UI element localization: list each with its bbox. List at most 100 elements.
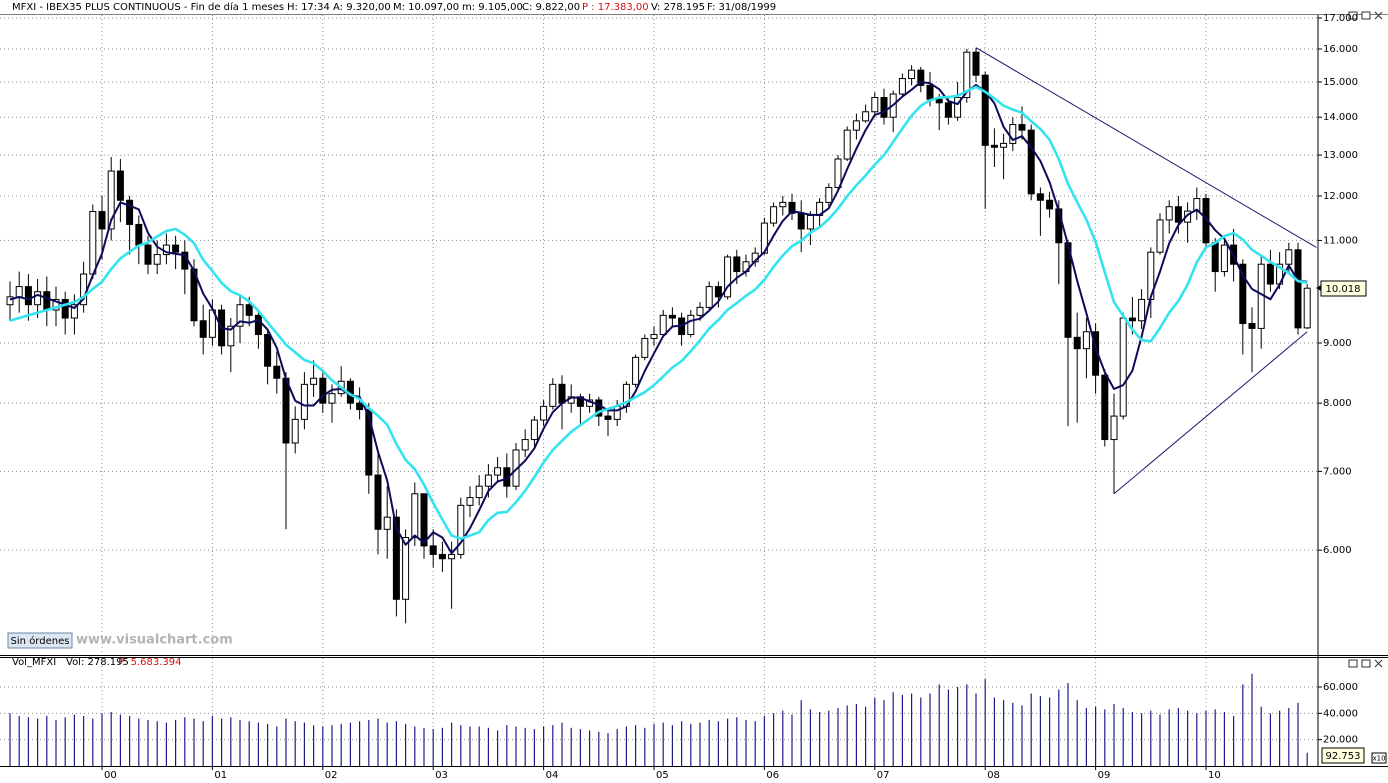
candle-body [1101, 374, 1109, 441]
candle-body [1165, 206, 1173, 221]
candle-body [1248, 322, 1256, 329]
minimize-button[interactable] [1348, 11, 1358, 20]
candle-body [908, 69, 916, 80]
last-volume-label: 92.753 [1326, 751, 1361, 762]
close-button[interactable] [1374, 659, 1383, 668]
candle-body [935, 98, 943, 104]
close-button[interactable] [1374, 11, 1383, 20]
candle-body [15, 286, 23, 298]
candle-body [411, 493, 419, 539]
candle-body [1266, 263, 1274, 285]
candle-body [1128, 317, 1136, 322]
candle-body [1018, 124, 1026, 131]
y-tick-label: 12.000 [1323, 191, 1358, 202]
candle-body [1156, 219, 1164, 253]
candle-body [659, 314, 667, 336]
candle-body [1138, 298, 1146, 322]
candle-body [6, 296, 14, 306]
candle-body [1009, 124, 1017, 144]
candle-body [806, 215, 814, 230]
candle-body [172, 244, 180, 253]
y-tick-label: 40.000 [1323, 708, 1358, 719]
candle-body [356, 402, 364, 411]
candle-body [300, 383, 308, 420]
candle-body [641, 337, 649, 358]
candle-body [1027, 129, 1035, 195]
header-field: F: 31/08/1999 [707, 2, 776, 13]
candle-body [687, 314, 695, 336]
y-tick-label: 8.000 [1323, 398, 1352, 409]
x-tick-label: 07 [877, 770, 890, 781]
y-tick-label: 20.000 [1323, 735, 1358, 746]
candle-body [650, 334, 658, 339]
candle-body [153, 254, 161, 265]
candle-body [521, 439, 529, 451]
header-field: M: 10.097,00 [393, 2, 459, 13]
header-field: H: 17:34 [287, 2, 330, 13]
orders-button-label[interactable]: Sin órdenes [11, 635, 70, 647]
candle-body [926, 84, 934, 100]
minimize-button[interactable] [1348, 659, 1358, 668]
y-tick-label: 60.000 [1323, 682, 1358, 693]
y-tick-label: 7.000 [1323, 466, 1352, 477]
candle-body [595, 399, 603, 417]
candle-body [1064, 242, 1072, 338]
trend-line [975, 47, 1317, 248]
candle-body [990, 144, 998, 148]
candle-body [1036, 193, 1044, 201]
candle-body [43, 291, 51, 311]
y-tick-label: 15.000 [1323, 77, 1358, 88]
candle-body [714, 286, 722, 298]
maximize-button[interactable] [1361, 659, 1371, 668]
candle-body [604, 415, 612, 420]
candle-body [392, 516, 400, 600]
candle-body [1110, 415, 1118, 441]
last-value-label: 10.018 [1326, 284, 1361, 295]
candle-body [981, 74, 989, 146]
candle-body [273, 365, 281, 379]
candle-body [199, 320, 207, 338]
header-field: Vol: 278.195 [66, 657, 129, 668]
orders-button[interactable] [7, 632, 73, 649]
y-tick-label: 13.000 [1323, 150, 1358, 161]
x-tick-label: 08 [987, 770, 1000, 781]
candle-body [733, 256, 741, 273]
candle-body [834, 158, 842, 189]
maximize-button[interactable] [1361, 11, 1371, 20]
candle-body [227, 325, 235, 347]
header-field: C: 9.822,00 [522, 2, 580, 13]
candle-body [549, 383, 557, 407]
moving-average-line [9, 85, 1308, 541]
candle-body [1193, 198, 1201, 212]
candle-body [70, 304, 78, 319]
candle-body [788, 201, 796, 214]
candle-body [954, 97, 962, 118]
y-tick-label: 9.000 [1323, 338, 1352, 349]
window-controls[interactable] [1348, 11, 1383, 668]
x-tick-label: 05 [656, 770, 669, 781]
candle-body [705, 286, 713, 308]
candle-body [779, 201, 787, 208]
candle-body [429, 545, 437, 555]
header-field: A: 9.320,00 [333, 2, 391, 13]
header-field: V: 278.195 [651, 2, 705, 13]
candle-body [696, 306, 704, 316]
header-field: P : 17.383,00 [582, 2, 649, 13]
x-tick-label: 02 [325, 770, 338, 781]
candle-body [540, 405, 548, 421]
candle-body [724, 256, 732, 298]
multiplier-box [1371, 752, 1387, 764]
candle-body [1046, 199, 1054, 210]
candle-body [34, 291, 42, 306]
candle-body [52, 298, 60, 311]
chart-title: MFXI - IBEX35 PLUS CONTINUOUS - Fin de d… [12, 1, 284, 13]
candle-body [1294, 249, 1302, 329]
candle-body [126, 199, 134, 225]
candle-body [852, 120, 860, 131]
candle-body [1082, 331, 1090, 350]
candle-body [374, 474, 382, 530]
candle-body [328, 393, 336, 404]
candle-body [843, 129, 851, 160]
